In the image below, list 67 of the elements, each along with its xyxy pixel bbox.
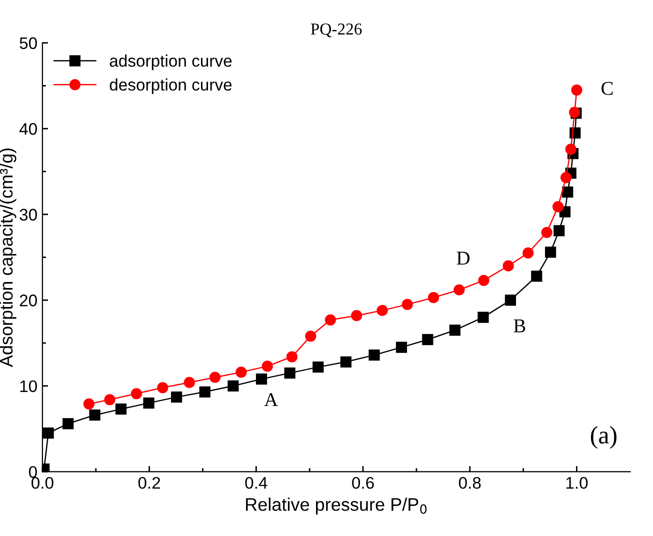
y-tick-label: 30 [20, 208, 37, 221]
annotation: B [514, 320, 526, 332]
point [552, 201, 564, 212]
annotation: (a) [590, 426, 616, 449]
point [170, 392, 182, 403]
point [554, 225, 565, 236]
point [312, 361, 324, 373]
point [522, 247, 534, 259]
point [402, 298, 413, 310]
point [104, 394, 116, 406]
point [565, 144, 576, 155]
x-tick-label: 0.4 [245, 476, 268, 489]
point [504, 294, 516, 306]
point [89, 410, 100, 421]
legend-label: desorption curve [110, 78, 232, 94]
point [422, 334, 434, 346]
point [236, 366, 247, 378]
x-axis-title: Relative pressure P/P$_{0}$ [246, 498, 427, 514]
y-tick-label: 10 [20, 380, 37, 392]
point [562, 186, 574, 198]
point [478, 312, 489, 323]
point [544, 246, 556, 258]
point [83, 398, 94, 410]
x-tick-label: 0.8 [458, 476, 481, 489]
point [368, 349, 380, 361]
legend-label: adsorption curve [110, 54, 232, 70]
y-tick-label: 0 [28, 466, 37, 478]
point [157, 382, 168, 394]
point [305, 330, 316, 342]
point [560, 172, 572, 184]
point [454, 284, 465, 296]
point [286, 351, 298, 362]
point [130, 388, 142, 400]
x-tick-label: 0.6 [352, 476, 374, 489]
point [340, 356, 352, 368]
point [531, 270, 542, 282]
point [62, 418, 74, 430]
x-tick-label: 1.0 [566, 476, 588, 489]
point [324, 314, 336, 326]
point [184, 376, 195, 388]
annotation: C [602, 82, 613, 95]
y-tick-label: 20 [20, 294, 37, 306]
point [42, 428, 54, 439]
y-tick-label: 40 [19, 123, 37, 135]
point [228, 380, 239, 392]
y-tick-label: 50 [20, 37, 37, 50]
point [199, 386, 210, 398]
point [262, 360, 273, 372]
annotation: A [264, 393, 278, 406]
x-tick-label: 0.0 [32, 476, 54, 489]
point [351, 310, 362, 322]
x-tick-label: 0.2 [138, 476, 160, 489]
annotation: D [456, 252, 470, 265]
point [209, 372, 221, 383]
point [376, 304, 388, 316]
point [115, 404, 127, 415]
point [449, 324, 460, 336]
point [428, 292, 440, 304]
point [571, 84, 582, 96]
point [396, 342, 408, 353]
point [478, 274, 490, 286]
point [502, 260, 514, 272]
point [256, 374, 268, 385]
point [284, 368, 296, 379]
chart-title: PQ-226 [310, 24, 362, 38]
point [143, 398, 154, 409]
point [541, 226, 552, 238]
